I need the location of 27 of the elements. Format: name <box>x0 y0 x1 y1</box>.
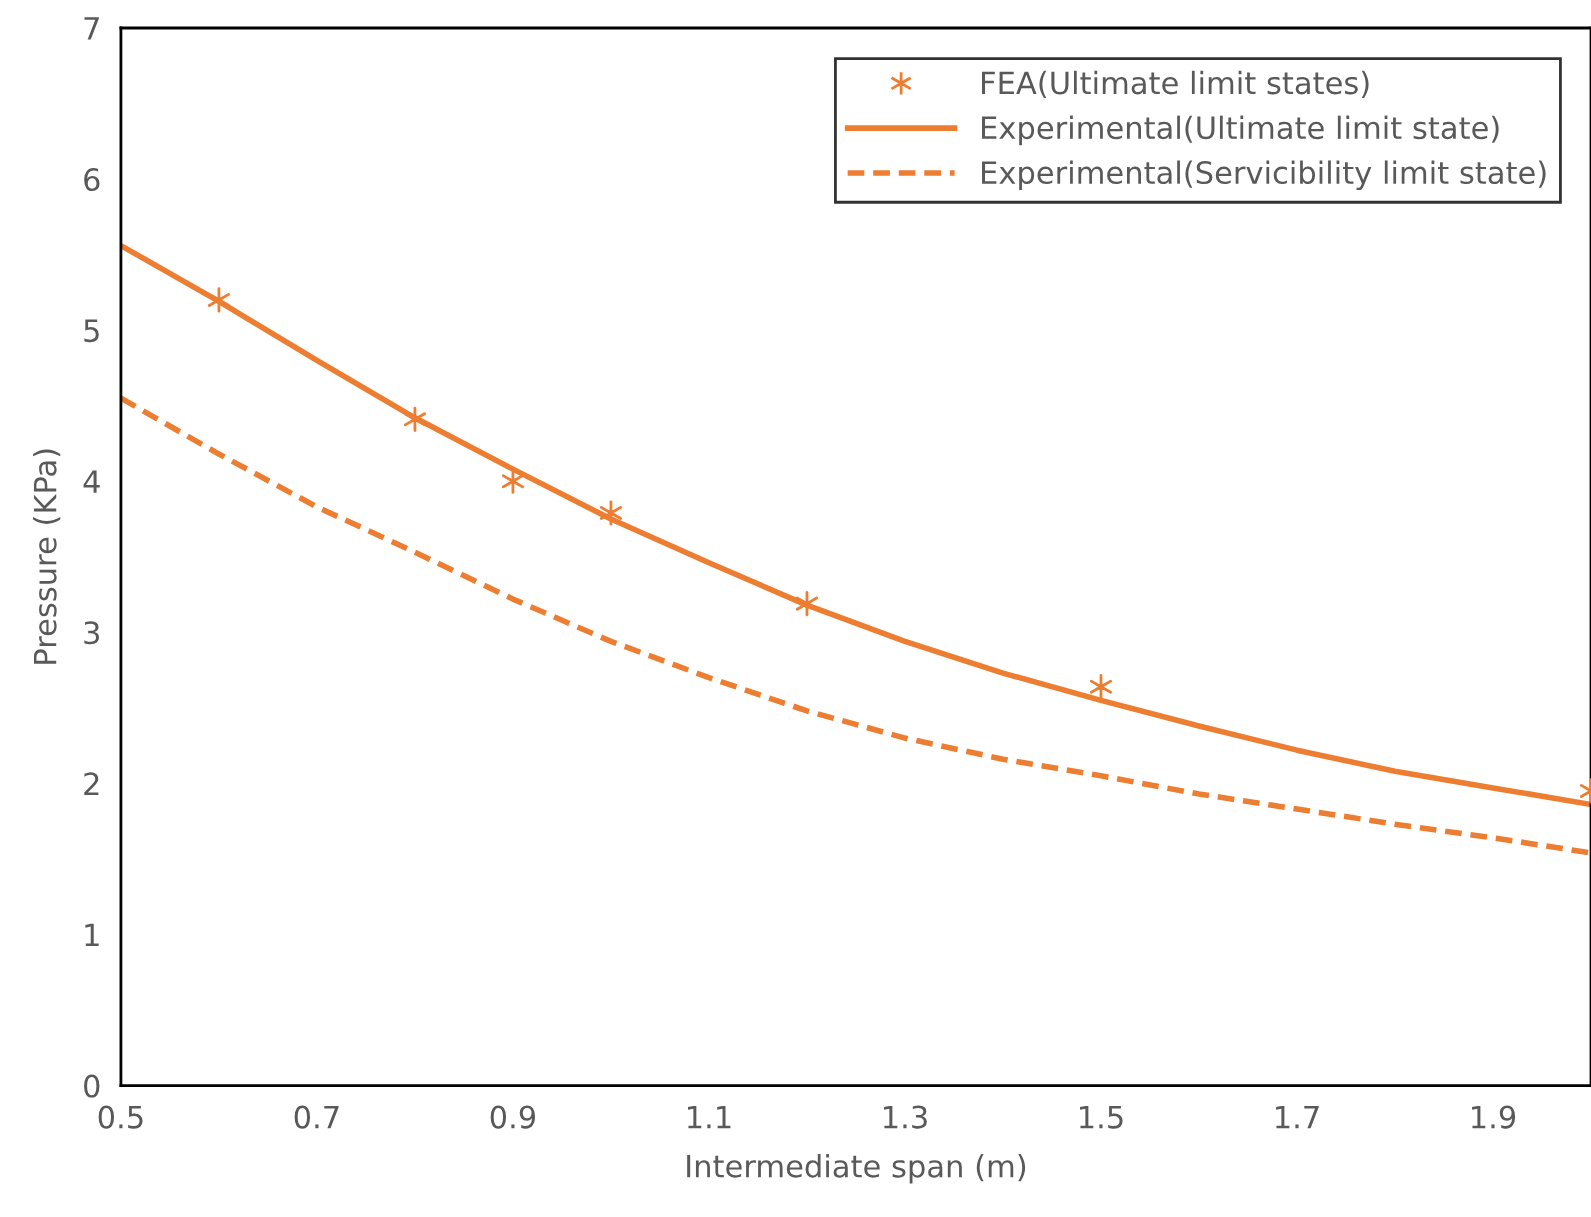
point <box>501 468 525 494</box>
y-tick-label: 0 <box>84 1074 100 1098</box>
point <box>403 406 427 432</box>
y-tick-label: 7 <box>84 17 99 40</box>
point <box>1089 674 1113 700</box>
x-tick-label: 1.5 <box>1080 1105 1123 1129</box>
point <box>795 591 819 617</box>
y-tick-label: 3 <box>84 621 100 645</box>
x-tick-label: 0.7 <box>294 1105 339 1129</box>
x-tick-label: 0.9 <box>490 1105 536 1129</box>
y-tick-label: 2 <box>84 772 99 796</box>
y-axis-title: Pressure (KPa) <box>33 449 61 664</box>
x-tick-label: 1.3 <box>884 1105 927 1129</box>
x-tick-label: 1.9 <box>1472 1105 1516 1129</box>
legend-label: FEA(Ultimate limit states) <box>982 70 1369 99</box>
y-tick-label: 1 <box>85 923 99 947</box>
x-axis-title: Intermediate span (m) <box>687 1154 1026 1184</box>
x-tick-label: 1.7 <box>1276 1105 1319 1129</box>
x-tick-label: 0.5 <box>98 1105 143 1129</box>
y-tick-label: 5 <box>84 319 99 343</box>
y-tick-label: 6 <box>84 168 100 192</box>
y-tick-label: 4 <box>83 470 100 493</box>
legend-label: Experimental(Servicibility limit state) <box>982 160 1546 191</box>
x-tick-label: 1.1 <box>688 1105 731 1129</box>
point <box>207 287 231 313</box>
legend-label: Experimental(Ultimate limit state) <box>982 115 1499 146</box>
point <box>599 500 623 526</box>
